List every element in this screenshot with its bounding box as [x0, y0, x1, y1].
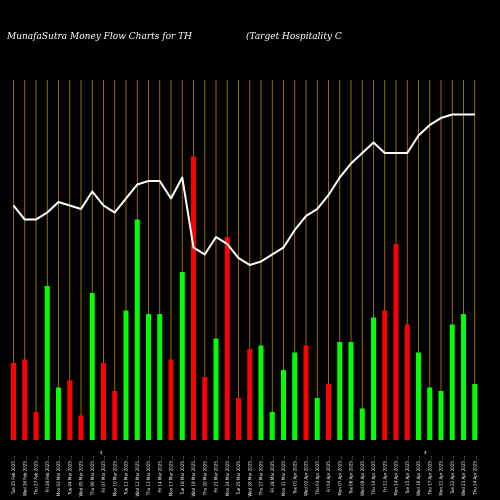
- x-tick-label: Thu 17 Apr 2025 ...: [427, 456, 432, 496]
- x-tick-label: Mon 14 Apr 2025 ...: [394, 456, 399, 496]
- dollar-label-2: $: [424, 450, 427, 455]
- x-tick-label: Thu 27 Mar 2025 ...: [259, 456, 264, 496]
- x-tick-label: Tue 15 Apr 2025 ...: [405, 456, 410, 495]
- money-flow-bar: [461, 314, 466, 440]
- x-tick-label: Wed 02 Apr 2025 ...: [304, 456, 309, 496]
- x-tick-label: Mon 03 Mar 2025 ...: [56, 456, 61, 496]
- dollar-label-1: $: [100, 450, 103, 455]
- money-flow-bar: [472, 384, 478, 440]
- chart-title: MunafaSutra Money Flow Charts for TH: [6, 32, 192, 42]
- x-tick-label: Wed 19 Mar 2025 ...: [191, 456, 196, 496]
- bars: [11, 156, 478, 440]
- money-flow-bar: [404, 324, 410, 440]
- x-tick-label: Wed 26 Mar 2025 ...: [247, 456, 252, 496]
- x-tick-label: Thu 03 Apr 2025 ...: [315, 456, 320, 496]
- money-flow-bar: [438, 391, 444, 440]
- x-tick-label: Wed 16 Apr 2025 ...: [416, 456, 421, 496]
- money-flow-bar: [382, 310, 388, 440]
- money-flow-line-path: [12, 113, 475, 266]
- x-tick-label: Tue 08 Apr 2025 ...: [349, 456, 354, 495]
- x-tick-label: Mon 07 Apr 2025 ...: [337, 456, 342, 496]
- money-flow-bar: [168, 359, 174, 440]
- money-flow-bar: [247, 349, 253, 440]
- x-tick-label: Thu 13 Mar 2025 ...: [146, 456, 151, 496]
- money-flow-bar: [303, 345, 309, 440]
- money-flow-bar: [179, 272, 185, 440]
- money-flow-bar: [112, 391, 118, 440]
- money-flow-bar: [393, 244, 399, 440]
- x-tick-label: Fri 14 Mar 2025 ...: [157, 456, 162, 492]
- money-flow-bar: [56, 387, 61, 440]
- money-flow-bar: [213, 338, 219, 440]
- money-flow-bar: [11, 363, 16, 440]
- money-flow-bar: [292, 352, 298, 440]
- x-tick-label: Wed 05 Mar 2025 ...: [79, 456, 84, 496]
- money-flow-bar: [78, 415, 84, 440]
- x-tick-label: Mon 17 Mar 2025 ...: [169, 456, 174, 496]
- money-flow-bar: [281, 370, 286, 440]
- money-flow-bar: [269, 412, 275, 440]
- x-tick-label: Thu 24 Apr 2025 ...: [472, 456, 477, 496]
- chart-subtitle: (Target Hospitality C: [246, 31, 342, 42]
- x-tick-label: Tue 04 Mar 2025 ...: [67, 456, 72, 496]
- money-flow-bar: [348, 342, 354, 440]
- x-tick-label: Tue 11 Mar 2025 ...: [124, 456, 129, 496]
- x-tick-label: Fri 28 Feb 2025 ...: [45, 456, 50, 492]
- money-flow-bar: [236, 398, 241, 440]
- money-flow-bar: [224, 237, 230, 440]
- money-flow-bar: [416, 352, 421, 440]
- money-flow-bar: [326, 384, 331, 440]
- x-tick-label: Fri 07 Mar 2025 ...: [101, 456, 106, 492]
- money-flow-bar: [449, 324, 455, 440]
- x-tick-label: Thu 06 Mar 2025 ...: [90, 456, 95, 496]
- x-tick-label: Tue 18 Mar 2025 ...: [180, 456, 185, 496]
- money-flow-bar: [44, 286, 50, 440]
- money-flow-line: [12, 113, 475, 266]
- x-tick-label: Wed 12 Mar 2025 ...: [135, 456, 140, 496]
- x-tick-label: Wed 09 Apr 2025 ...: [360, 456, 365, 496]
- money-flow-bar: [134, 219, 140, 440]
- x-tick-label: Fri 11 Apr 2025 ...: [382, 456, 387, 492]
- x-tick-label: Tue 01 Apr 2025 ...: [292, 456, 297, 495]
- money-flow-bar: [123, 310, 129, 440]
- money-flow-bar: [427, 387, 433, 440]
- x-tick-label: Mon 24 Mar 2025 ...: [225, 456, 230, 496]
- x-tick-label: Tue 25 Mar 2025 ...: [236, 456, 241, 496]
- x-tick-label: Thu 10 Apr 2025 ...: [371, 456, 376, 496]
- money-flow-bar: [67, 380, 73, 440]
- money-flow-bar: [157, 314, 163, 440]
- x-tick-labels: Tue 25 Feb 2025 ... Wed 26 Feb 2025 ... Th…: [11, 456, 477, 496]
- x-tick-label: Fri 21 Mar 2025 ...: [214, 456, 219, 492]
- money-flow-bar: [202, 377, 208, 440]
- x-tick-label: Mon 10 Mar 2025 ...: [112, 456, 117, 496]
- money-flow-bar: [359, 408, 365, 440]
- x-tick-label: Thu 27 Feb 2025 ...: [34, 456, 39, 496]
- x-tick-label: Fri 04 Apr 2025 ...: [326, 456, 331, 492]
- x-tick-label: Thu 20 Mar 2025 ...: [202, 456, 207, 496]
- money-flow-bar: [89, 293, 95, 440]
- money-flow-bar: [22, 359, 28, 440]
- money-flow-bar: [33, 412, 39, 440]
- x-tick-label: Mon 31 Mar 2025 ...: [281, 456, 286, 496]
- x-tick-label: Mon 21 Apr 2025 ...: [439, 456, 444, 496]
- money-flow-bar: [337, 342, 343, 440]
- money-flow-bar: [146, 314, 151, 440]
- x-tick-label: Wed 23 Apr 2025 ...: [461, 456, 466, 496]
- x-tick-label: Tue 22 Apr 2025 ...: [450, 456, 455, 495]
- money-flow-bar: [314, 398, 320, 440]
- x-tick-label: Tue 25 Feb 2025 ...: [11, 456, 16, 495]
- money-flow-bar: [191, 156, 196, 440]
- x-tick-label: Fri 28 Mar 2025 ...: [270, 456, 275, 492]
- money-flow-bar: [371, 317, 376, 440]
- money-flow-bar: [101, 363, 106, 440]
- money-flow-bar: [258, 345, 264, 440]
- x-tick-label: Wed 26 Feb 2025 ...: [22, 456, 27, 496]
